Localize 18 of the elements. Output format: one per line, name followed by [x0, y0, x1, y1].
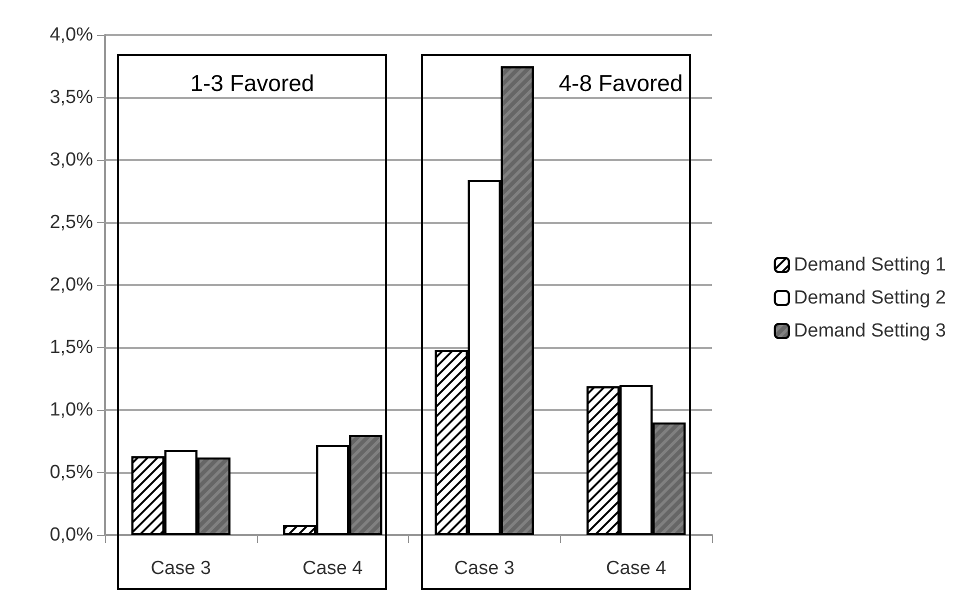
annotation: 4-8 Favored — [558, 70, 683, 97]
x-tick-label: Case 4 — [606, 558, 667, 579]
y-tick-label: 4,0% — [50, 24, 94, 46]
y-tick-label: 0,0% — [50, 524, 94, 546]
y-tick-label: 3,5% — [50, 87, 94, 108]
legend-label: Demand Setting 2 — [794, 288, 946, 308]
y-tick-label: 1,0% — [50, 400, 94, 420]
legend-label: Demand Setting 3 — [794, 320, 946, 342]
y-tick-label: 3,0% — [50, 150, 94, 170]
y-tick-label: 2,5% — [50, 212, 94, 233]
x-tick-label: Case 3 — [150, 558, 211, 579]
legend-label: Demand Setting 1 — [794, 254, 946, 276]
y-tick-label: 1,5% — [50, 337, 94, 358]
y-tick-label: 0,5% — [50, 462, 94, 483]
annotation: 1-3 Favored — [190, 70, 314, 97]
x-tick-label: Case 4 — [302, 558, 364, 579]
x-tick-label: Case 3 — [454, 558, 514, 579]
y-tick-label: 2,0% — [50, 274, 94, 296]
